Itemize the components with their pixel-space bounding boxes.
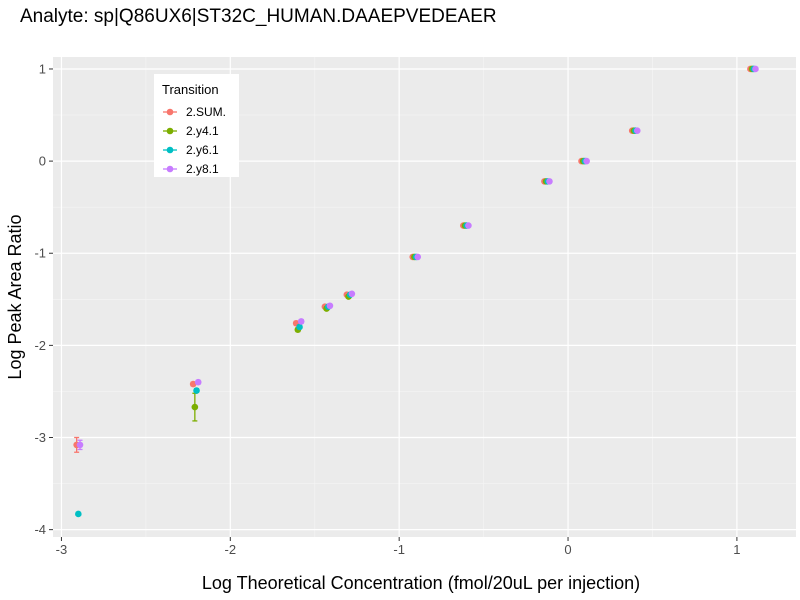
data-point [465,222,472,229]
x-tick-label: -3 [56,542,68,557]
legend-key-point [166,127,174,135]
legend-label: 2.y8.1 [186,162,219,176]
data-points [73,65,759,518]
legend-label: 2.SUM. [186,105,226,119]
legend-box [154,74,239,177]
legend: Transition 2.SUM. 2.y4.1 2.y6.1 2.y8.1 [154,74,239,177]
legend-label: 2.y6.1 [186,143,219,157]
y-tick-label: 1 [39,61,46,76]
data-point [326,302,334,310]
y-tick-label: -3 [34,430,46,445]
data-point [583,157,590,165]
x-tick-label: 0 [564,542,571,557]
y-tick-label: -4 [34,522,46,537]
legend-item: 2.y4.1 [163,124,219,138]
data-point [546,178,553,185]
y-tick-label: -2 [34,338,46,353]
x-axis-title: Log Theoretical Concentration (fmol/20uL… [202,573,640,593]
data-point [297,318,305,325]
legend-item: 2.SUM. [163,105,226,119]
data-point [191,403,199,411]
x-tick-label: 1 [733,542,740,557]
data-point [193,387,200,394]
legend-title: Transition [162,82,219,97]
legend-key-point [166,108,174,116]
series-2.y8.1 [76,65,759,451]
legend-key-point [166,165,174,173]
y-tick-label: -1 [34,246,46,261]
data-point [348,290,356,298]
y-axis-ticks: -4 -3 -2 -1 0 1 [34,61,53,537]
data-point [752,65,759,73]
data-point [633,127,641,135]
data-point [296,323,303,331]
legend-item: 2.y6.1 [163,143,219,157]
legend-key-point [166,146,174,154]
legend-label: 2.y4.1 [186,124,219,138]
x-tick-label: -2 [225,542,237,557]
legend-item: 2.y8.1 [163,162,219,176]
data-point [189,380,197,388]
data-point [414,253,422,261]
y-axis-title: Log Peak Area Ratio [5,214,25,379]
chart-title: Analyte: sp|Q86UX6|ST32C_HUMAN.DAAEPVEDE… [20,6,497,27]
data-point [76,441,84,449]
y-tick-label: 0 [39,154,46,169]
x-tick-label: -1 [393,542,405,557]
x-axis-ticks: -3 -2 -1 0 1 [56,537,741,557]
data-point [75,510,82,518]
data-point [194,378,202,386]
